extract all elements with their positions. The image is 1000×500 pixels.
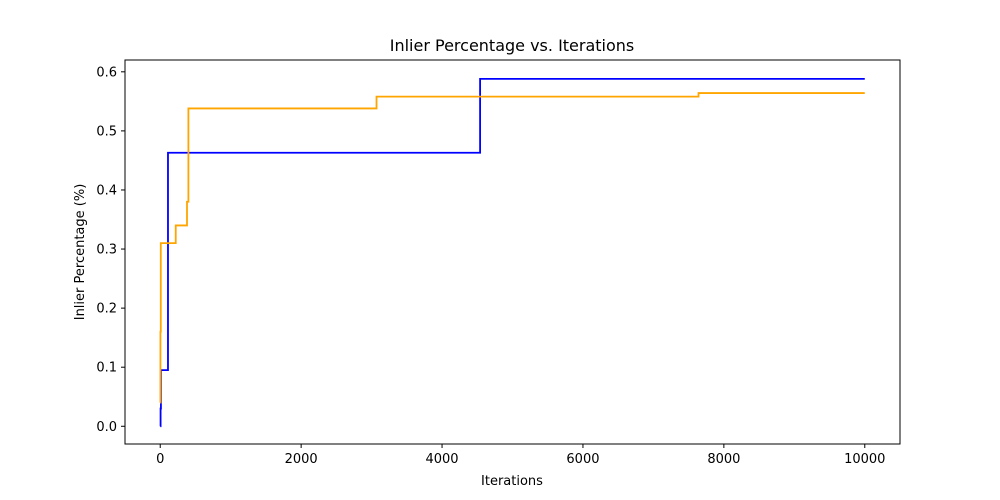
series-layer [159,78,865,428]
y-tick-label: 0.4 [96,183,117,198]
x-tick-label: 0 [156,452,164,467]
chart-title: Inlier Percentage vs. Iterations [390,36,635,55]
plot-frame [124,59,901,445]
series-line-1 [159,78,865,428]
y-tick-label: 0.0 [96,420,117,435]
y-tick-label: 0.3 [96,243,117,258]
y-axis-label: Inlier Percentage (%) [73,184,88,321]
y-tick-label: 0.2 [96,302,117,317]
x-tick-label: 6000 [566,452,599,467]
series-line-2 [159,92,865,404]
y-axis: 0.0 0.1 0.2 0.3 0.4 0.5 0.6 [96,65,125,435]
y-tick-label: 0.6 [96,65,117,80]
x-axis: 0 2000 4000 6000 8000 10000 [156,444,885,467]
x-tick-label: 8000 [707,452,740,467]
x-tick-label: 4000 [425,452,458,467]
x-tick-label: 2000 [285,452,318,467]
x-tick-label: 10000 [844,452,885,467]
y-tick-label: 0.1 [96,361,117,376]
y-tick-label: 0.5 [96,124,117,139]
x-axis-label: Iterations [481,474,543,489]
